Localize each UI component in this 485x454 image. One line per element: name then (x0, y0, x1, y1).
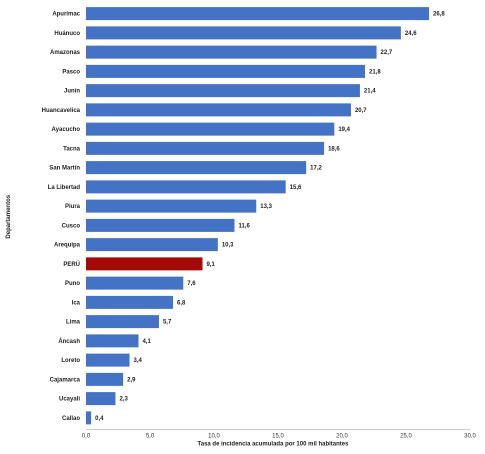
category-label-ucayali: Ucayali (59, 397, 80, 403)
category-label-tacna: Tacna (63, 146, 81, 152)
value-label-huanuco: 24,6 (405, 31, 417, 37)
value-label-huancavelica: 20,7 (355, 108, 367, 114)
x-tick-label: 5,0 (146, 434, 155, 440)
value-label-arequipa: 10,3 (222, 243, 234, 249)
bar-ayacucho (86, 122, 335, 136)
value-label-ancash: 4,1 (142, 339, 151, 345)
value-labels: 26,8 24,6 22,7 21,8 21,4 20,7 19,4 18,6 17,2 15,6… (95, 12, 445, 422)
value-label-tacna: 18,6 (328, 146, 340, 152)
bar-la-libertad (86, 180, 286, 194)
bar-cusco (86, 218, 235, 232)
bar-arequipa (86, 238, 218, 252)
category-label-huancavelica: Huancavelica (42, 108, 81, 114)
category-label-huanuco: Huánuco (54, 31, 80, 37)
value-label-san-martin: 17,2 (310, 166, 322, 172)
bar-san-martin (86, 161, 307, 175)
category-label-junin: Junín (64, 89, 80, 95)
value-label-lima: 5,7 (163, 320, 172, 326)
category-label-loreto: Loreto (61, 358, 80, 364)
category-label-lima: Lima (66, 320, 81, 326)
bar-cajamarca (86, 372, 124, 386)
value-label-ica: 6,8 (177, 300, 186, 306)
bar-ica (86, 295, 174, 309)
bar-loreto (86, 353, 130, 367)
bar-piura (86, 199, 257, 213)
value-label-cusco: 11,6 (238, 223, 250, 229)
category-label-pasco: Pasco (62, 69, 80, 75)
category-labels: Apurímac Huánuco Amazonas Pasco Junín Huancav… (42, 12, 81, 422)
category-label-cajamarca: Cajamarca (50, 377, 81, 383)
value-label-loreto: 3,4 (134, 358, 143, 364)
bar-pasco (86, 64, 366, 78)
bar-tacna (86, 141, 325, 155)
x-tick-label: 10,0 (208, 434, 220, 440)
value-label-pasco: 21,8 (369, 69, 381, 75)
category-label-piura: Piura (65, 204, 81, 210)
x-tick-label: 15,0 (272, 434, 284, 440)
x-axis-ticks: 0,0 5,0 10,0 15,0 20,0 25,0 30,0 (82, 434, 477, 440)
category-label-amazonas: Amazonas (50, 50, 81, 56)
value-label-puno: 7,6 (187, 281, 196, 287)
value-label-apurimac: 26,8 (433, 12, 445, 18)
x-tick-label: 30,0 (464, 434, 476, 440)
bar-lima (86, 315, 159, 329)
bar-puno (86, 276, 184, 290)
category-label-puno: Puno (65, 281, 80, 287)
category-label-la-libertad: La Libertad (48, 185, 81, 191)
bar-peru (86, 257, 203, 271)
value-label-callao: 0,4 (95, 416, 104, 422)
bar-junin (86, 84, 360, 98)
bar-ucayali (86, 392, 116, 406)
bar-callao (86, 411, 92, 425)
category-label-callao: Callao (62, 416, 80, 422)
y-axis-title: Departamentos (6, 194, 12, 238)
value-label-amazonas: 22,7 (381, 50, 393, 56)
value-label-cajamarca: 2,9 (127, 377, 136, 383)
category-label-ancash: Áncash (58, 338, 80, 345)
category-label-arequipa: Arequipa (54, 243, 81, 249)
category-label-ayacucho: Ayacucho (52, 127, 81, 133)
category-label-apurimac: Apurímac (52, 12, 80, 18)
value-label-la-libertad: 15,6 (290, 185, 302, 191)
bar-apurimac (86, 7, 430, 21)
x-tick-label: 20,0 (336, 434, 348, 440)
value-label-ayacucho: 19,4 (338, 127, 350, 133)
bar-huanuco (86, 26, 401, 40)
x-tick-label: 25,0 (400, 434, 412, 440)
value-label-piura: 13,3 (260, 204, 272, 210)
category-label-peru: PERÚ (63, 261, 80, 268)
x-axis-title: Tasa de incidencia acumulada por 100 mil… (198, 442, 350, 448)
category-label-cusco: Cusco (62, 223, 81, 229)
value-label-junin: 21,4 (364, 89, 376, 95)
value-label-peru: 9,1 (206, 262, 215, 268)
bar-ancash (86, 334, 139, 348)
category-label-san-martin: San Martín (49, 166, 80, 172)
value-label-ucayali: 2,3 (119, 397, 128, 403)
x-tick-label: 0,0 (82, 434, 91, 440)
bar-amazonas (86, 45, 377, 59)
bars-group (86, 7, 430, 425)
bar-huancavelica (86, 103, 351, 117)
category-label-ica: Ica (72, 300, 81, 306)
